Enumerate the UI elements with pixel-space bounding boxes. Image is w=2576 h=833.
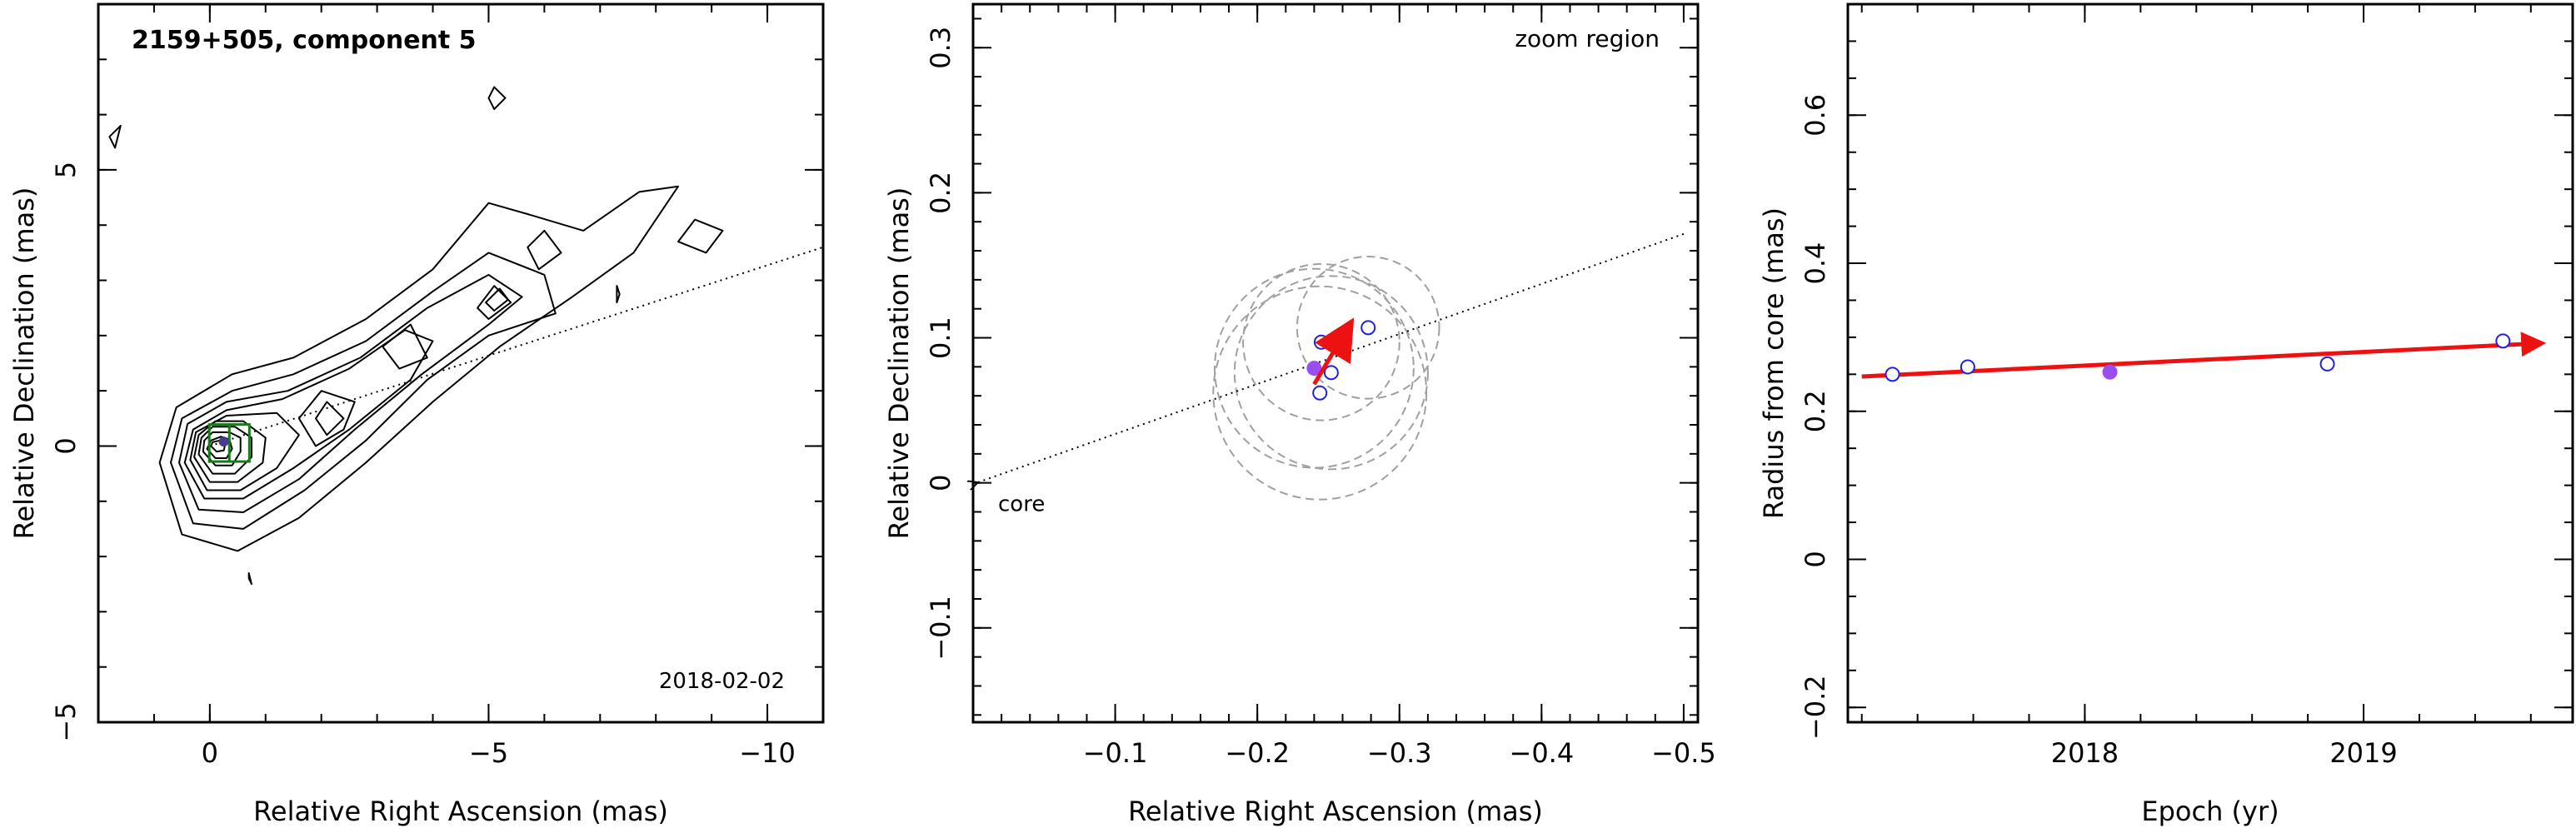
jet-axis-line	[209, 246, 824, 447]
trend-arrow	[1861, 332, 2547, 379]
contour-line	[527, 229, 562, 271]
zoom-ticks: −0.1 −0.2 −0.3 −0.4 −0.5 −0.1 0 0.1 0.2 0.3	[925, 4, 1716, 769]
open-point	[1323, 365, 1339, 381]
contour-line	[158, 185, 679, 552]
zoom-xlabel: Relative Right Ascension (mas)	[1128, 796, 1543, 827]
zoom-annotation: zoom region	[1515, 25, 1660, 52]
jet-map-marks	[207, 246, 824, 463]
open-point	[1313, 334, 1329, 350]
jet-map-y-tick-label: −5	[50, 702, 82, 741]
contour-line	[183, 329, 434, 500]
zoom-panel: −0.1 −0.2 −0.3 −0.4 −0.5 −0.1 0 0.1 0.2 0.3 zoom …	[883, 2, 1716, 827]
error-circle	[1212, 285, 1428, 501]
jet-map-x-tick-label: 0	[202, 737, 218, 769]
jet-map-y-tick-label: 5	[50, 162, 82, 178]
radius-x-tick-label: 2019	[2329, 737, 2397, 769]
jet-map-title: 2159+505, component 5	[132, 26, 477, 55]
open-point	[1312, 385, 1328, 401]
contour-line	[616, 285, 621, 304]
contour-line	[193, 420, 267, 483]
contour-line	[677, 218, 724, 254]
radius-ticks: 2018 2019 −0.2 0 0.2 0.4 0.6	[1800, 3, 2573, 769]
zoom-y-tick-label: 0.3	[925, 27, 956, 69]
jet-map-ylabel: Relative Declination (mas)	[8, 187, 40, 540]
contour-line	[206, 436, 233, 459]
radius-x-tick-label: 2018	[2051, 737, 2119, 769]
zoom-x-tick-label: −0.5	[1651, 737, 1716, 769]
radius-y-tick-label: 0.6	[1800, 94, 1831, 137]
core-label: core	[998, 492, 1045, 517]
jet-map-ticks: 0 −5 −10 −5 0 5	[50, 3, 824, 769]
zoom-y-tick-label: −0.1	[925, 596, 956, 661]
zoom-x-tick-label: −0.2	[1225, 737, 1290, 769]
zoom-x-tick-label: −0.3	[1367, 737, 1432, 769]
epoch-label: 2018-02-02	[659, 669, 785, 694]
zoom-y-tick-label: 0	[925, 474, 956, 491]
zoom-x-tick-label: −0.4	[1510, 737, 1575, 769]
open-point	[1885, 367, 1900, 382]
radius-y-tick-label: 0.4	[1800, 242, 1831, 285]
motion-arrow	[1312, 317, 1355, 386]
contour-line	[247, 572, 252, 586]
radius-y-tick-label: −0.2	[1800, 675, 1831, 740]
radius-y-tick-label: 0	[1800, 551, 1831, 567]
component-marker	[218, 436, 229, 447]
radius-ylabel: Radius from core (mas)	[1758, 207, 1790, 519]
zoom-frame	[971, 2, 1700, 724]
contour-line	[315, 401, 345, 436]
jet-map-y-tick-label: 0	[50, 437, 82, 454]
error-circle	[1242, 262, 1400, 421]
contour-line	[485, 287, 509, 312]
error-circle	[1214, 267, 1415, 469]
open-point	[2319, 356, 2335, 372]
contour-line	[382, 323, 428, 370]
radius-xlabel: Epoch (yr)	[2141, 796, 2279, 827]
contour-line	[189, 412, 300, 491]
error-circle	[1233, 275, 1429, 471]
zoom-x-tick-label: −0.1	[1083, 737, 1148, 769]
zoom-marks	[976, 232, 1685, 501]
jet-map-panel: 0 −5 −10 −5 0 5 2159+505, component 5 2018-02…	[8, 2, 825, 827]
radius-panel: 2018 2019 −0.2 0 0.2 0.4 0.6 Epoch (yr) Radius…	[1758, 2, 2574, 827]
error-circle	[1295, 256, 1440, 400]
zoom-ylabel: Relative Declination (mas)	[883, 187, 915, 540]
contour-line	[487, 86, 507, 110]
open-point	[1959, 359, 1975, 375]
jet-map-xlabel: Relative Right Ascension (mas)	[253, 796, 668, 827]
contour-line	[197, 426, 252, 475]
jet-map-contours	[108, 86, 724, 586]
zoom-y-tick-label: 0.1	[925, 317, 956, 359]
radius-y-tick-label: 0.2	[1800, 390, 1831, 432]
contour-line	[170, 252, 557, 530]
filled-point	[1306, 361, 1322, 377]
contour-line	[202, 431, 242, 466]
jet-map-frame	[97, 2, 825, 724]
radius-marks	[1861, 332, 2547, 382]
open-point	[1360, 320, 1376, 336]
zoom-y-tick-label: 0.2	[925, 172, 956, 214]
contour-line	[178, 273, 523, 513]
jet-map-x-tick-label: −10	[739, 737, 796, 769]
open-point	[2495, 333, 2511, 349]
jet-map-x-tick-label: −5	[469, 737, 508, 769]
contour-line	[108, 124, 122, 149]
filled-point	[2102, 364, 2118, 380]
radius-frame	[1846, 2, 2574, 724]
